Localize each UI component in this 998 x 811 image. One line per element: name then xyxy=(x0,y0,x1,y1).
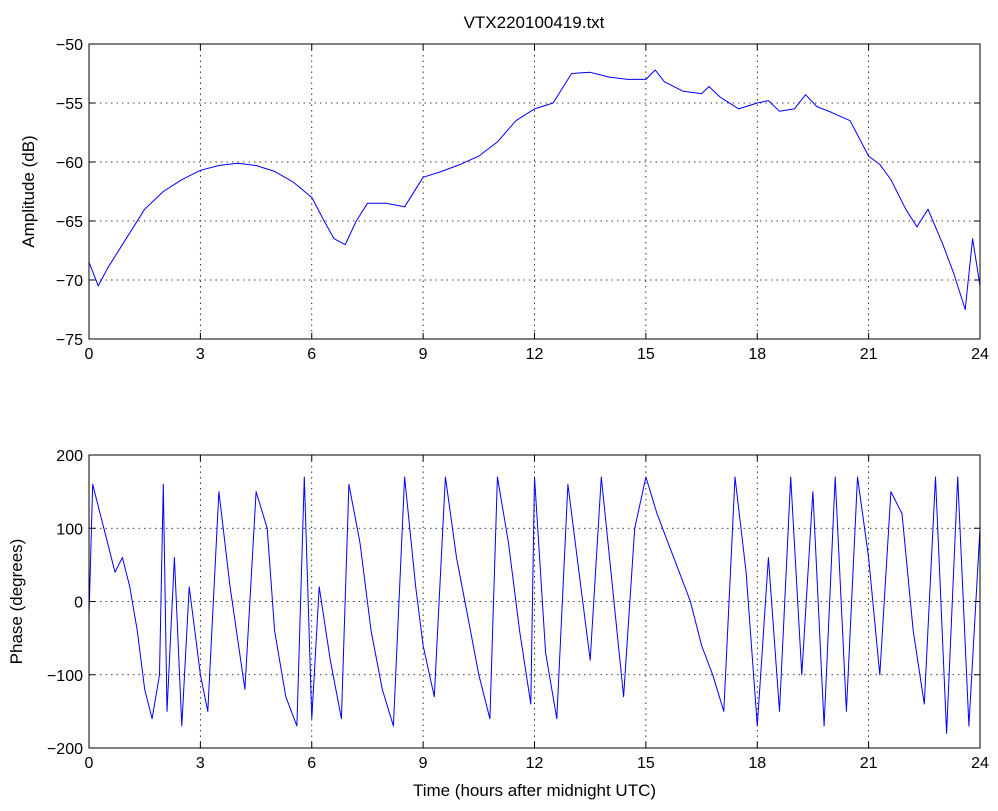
amplitude-xtick-label-2: 6 xyxy=(307,346,316,363)
phase-xtick-label-2: 6 xyxy=(307,755,316,772)
phase-ytick-label-2: 0 xyxy=(74,595,83,612)
phase-ytick-label-1: 100 xyxy=(56,521,83,538)
amplitude-xtick-label-5: 15 xyxy=(637,346,655,363)
amplitude-plot: 0 3 6 9 12 15 18 21 24 −50 −55 −60 −65 −70 −75 Amplitud… xyxy=(19,37,989,363)
amplitude-ytick-label-4: −70 xyxy=(56,273,83,290)
amplitude-ytick-label-2: −60 xyxy=(56,155,83,172)
phase-xtick-label-3: 9 xyxy=(419,755,428,772)
amplitude-ytick-label-5: −75 xyxy=(56,332,83,349)
amplitude-xtick-label-8: 24 xyxy=(971,346,989,363)
phase-xtick-label-5: 15 xyxy=(637,755,655,772)
phase-ytick-label-4: −200 xyxy=(47,741,83,758)
phase-ytick-label-0: 200 xyxy=(56,448,83,465)
phase-plot: 0 3 6 9 12 15 18 21 24 200 100 0 −100 −200 Phase (degr… xyxy=(7,448,989,800)
phase-xtick-label-4: 12 xyxy=(526,755,544,772)
phase-xtick-label-1: 3 xyxy=(196,755,205,772)
phase-xtick-label-8: 24 xyxy=(971,755,989,772)
amplitude-xtick-label-3: 9 xyxy=(419,346,428,363)
phase-xtick-label-6: 18 xyxy=(748,755,766,772)
amplitude-xtick-label-0: 0 xyxy=(85,346,94,363)
amplitude-xtick-label-1: 3 xyxy=(196,346,205,363)
phase-xtick-label-0: 0 xyxy=(85,755,94,772)
phase-xlabel: Time (hours after midnight UTC) xyxy=(413,781,656,800)
amplitude-ytick-label-3: −65 xyxy=(56,214,83,231)
phase-ylabel: Phase (degrees) xyxy=(7,539,26,665)
amplitude-trace xyxy=(88,69,981,310)
amplitude-ytick-label-1: −55 xyxy=(56,96,83,113)
phase-ytick-label-3: −100 xyxy=(47,668,83,685)
amplitude-ylabel: Amplitude (dB) xyxy=(19,135,38,247)
amplitude-xtick-label-6: 18 xyxy=(748,346,766,363)
phase-trace xyxy=(88,476,981,734)
amplitude-ytick-label-0: −50 xyxy=(56,37,83,54)
figure-title: VTX220100419.txt xyxy=(464,13,605,32)
phase-xtick-label-7: 21 xyxy=(860,755,878,772)
amplitude-xtick-label-7: 21 xyxy=(860,346,878,363)
amplitude-xtick-label-4: 12 xyxy=(526,346,544,363)
